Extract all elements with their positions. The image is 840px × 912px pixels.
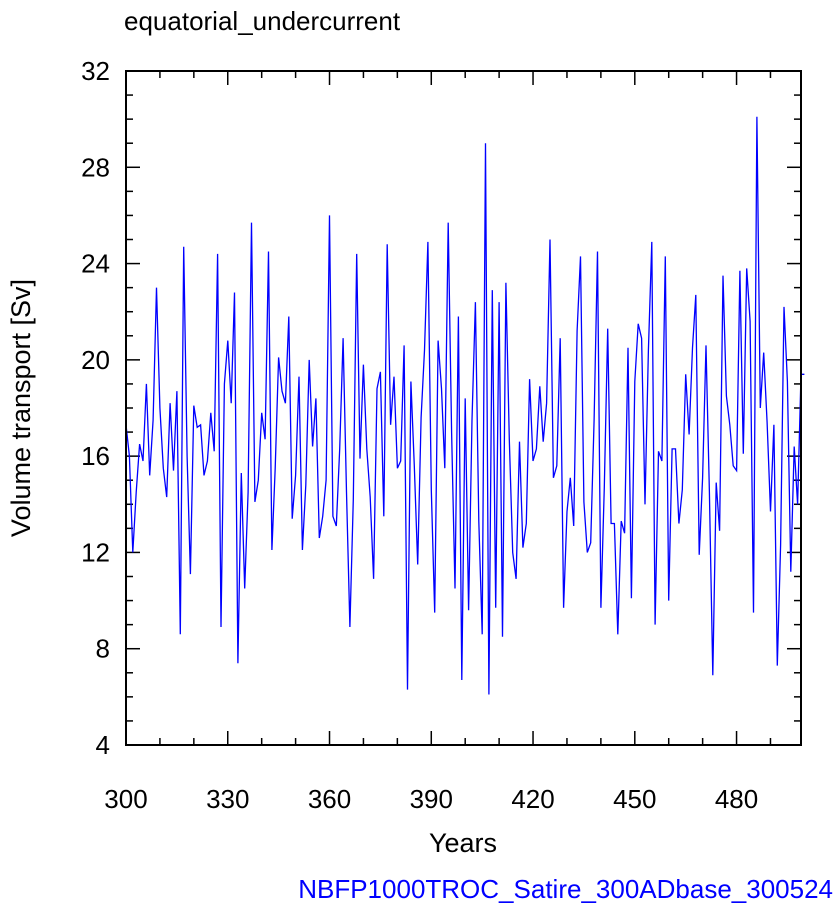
x-tick-label: 360: [308, 784, 351, 814]
y-tick-label: 16: [81, 441, 110, 471]
y-tick-label: 28: [81, 152, 110, 182]
y-tick-label: 32: [81, 56, 110, 86]
y-tick-label: 12: [81, 537, 110, 567]
x-tick-labels: 300 330 360 390 420 450 480: [104, 784, 758, 814]
x-tick-label: 480: [715, 784, 758, 814]
y-tick-label: 8: [96, 634, 110, 664]
y-axis-label: Volume transport [Sv]: [6, 279, 36, 537]
x-tick-label: 450: [613, 784, 656, 814]
series-line-equatorial-undercurrent: [125, 116, 805, 695]
x-axis-label: Years: [429, 828, 497, 858]
plot-frame: [125, 70, 802, 746]
x-tick-label: 420: [511, 784, 554, 814]
chart-title: equatorial_undercurrent: [124, 6, 401, 36]
x-tick-label: 330: [206, 784, 249, 814]
footer-run-id: NBFP1000TROC_Satire_300ADbase_300524: [298, 874, 833, 904]
x-tick-label: 390: [410, 784, 453, 814]
y-tick-label: 4: [96, 730, 110, 760]
y-tick-labels: 4 8 12 16 20 24 28 32: [81, 56, 110, 760]
x-tick-label: 300: [104, 784, 147, 814]
y-tick-label: 20: [81, 345, 110, 375]
y-tick-label: 24: [81, 249, 110, 279]
axis-ticks: [125, 70, 801, 746]
